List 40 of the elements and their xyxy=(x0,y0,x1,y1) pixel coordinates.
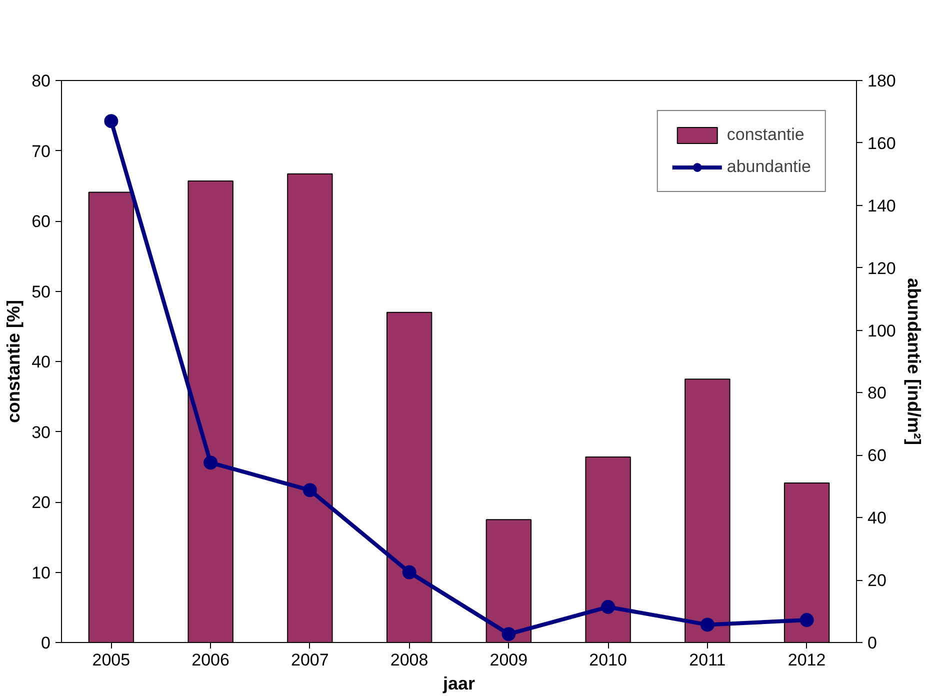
y-tick-label: 80 xyxy=(32,72,51,90)
point xyxy=(800,613,814,628)
y-axis-title: constantie [%] xyxy=(4,300,24,424)
point xyxy=(700,618,714,632)
y2-tick-label: 120 xyxy=(868,258,896,278)
y-tick-label: 30 xyxy=(32,422,51,442)
x-tick-label: 2007 xyxy=(291,650,329,670)
legend-label: constantie xyxy=(726,125,804,145)
point xyxy=(204,456,218,470)
x-tick-label: 2008 xyxy=(390,650,428,670)
y2-tick-label: 20 xyxy=(868,571,886,590)
x-tick-label: 2012 xyxy=(788,650,826,670)
y-tick-label: 0 xyxy=(41,634,51,652)
point xyxy=(302,483,317,498)
point xyxy=(601,600,616,614)
x-tick-label: 2005 xyxy=(92,650,130,670)
x-tick-label: 2011 xyxy=(689,650,726,670)
y2-tick-label: 160 xyxy=(868,134,896,153)
y-tick-label: 70 xyxy=(32,142,51,161)
y2-tick-label: 40 xyxy=(868,508,886,528)
x-tick-label: 2009 xyxy=(490,650,528,670)
y-tick-label: 20 xyxy=(32,493,51,512)
point xyxy=(402,565,416,580)
x-tick-label: 2006 xyxy=(192,650,230,670)
y2-tick-label: 0 xyxy=(868,634,877,652)
y-tick-label: 50 xyxy=(32,282,51,302)
point xyxy=(104,114,118,128)
y2-tick-label: 80 xyxy=(868,384,886,403)
y2-axis-title: abundantie [ind/m²] xyxy=(904,278,924,445)
y2-tick-label: 140 xyxy=(868,196,896,216)
x-tick-label: 2010 xyxy=(589,650,627,670)
y-tick-label: 10 xyxy=(32,563,51,582)
y-tick-label: 40 xyxy=(32,352,51,372)
point xyxy=(502,627,516,642)
y2-tick-label: 180 xyxy=(868,72,896,90)
y2-tick-label: 100 xyxy=(868,321,896,340)
x-axis-title: jaar xyxy=(442,674,476,694)
y-tick-label: 60 xyxy=(32,212,51,231)
y2-tick-label: 60 xyxy=(868,446,886,466)
legend-label: abundantie xyxy=(726,157,811,177)
